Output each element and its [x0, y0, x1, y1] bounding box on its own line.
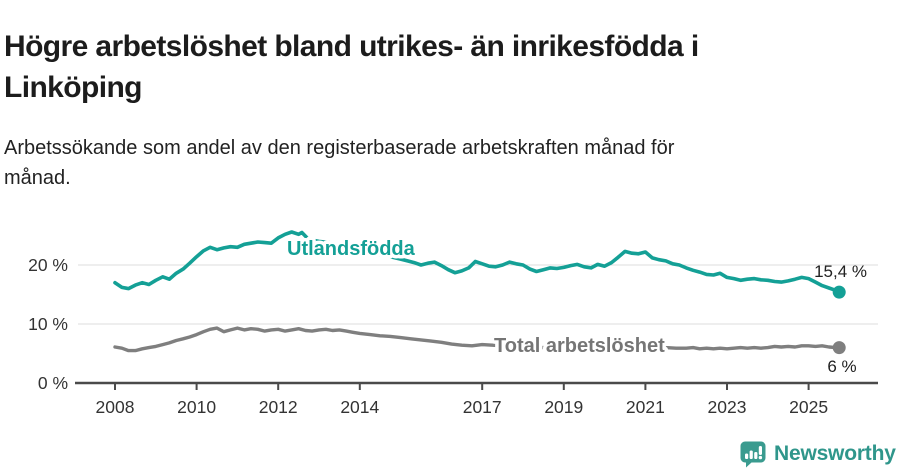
y-tick-label-20: 20 % [28, 255, 68, 275]
page-title-line2: Linköping [4, 71, 143, 105]
x-tick-label-2021: 2021 [626, 397, 665, 417]
chart-subtitle: Arbetssökande som andel av den registerb… [4, 133, 874, 193]
end-value-label-total: 6 % [827, 357, 856, 376]
bar-tall [754, 452, 758, 459]
page-title-line1: Högre arbetslöshet bland utrikes- än inr… [4, 30, 699, 64]
page-title: Högre arbetslöshet bland utrikes- än inr… [4, 26, 890, 108]
bar-medium [749, 450, 753, 459]
end-dot-utlandsfodda [832, 285, 846, 299]
bar-chart-speech-bubble-icon [740, 441, 766, 468]
x-tick-label-2017: 2017 [463, 397, 502, 417]
brand-name: Newsworthy [774, 442, 896, 465]
y-tick-label-10: 10 % [28, 314, 68, 334]
speech-bubble-shape [740, 441, 766, 468]
x-tick-label-2019: 2019 [544, 397, 583, 417]
exclamation-bar [758, 446, 762, 455]
chart-subtitle-line1: Arbetssökande som andel av den registerb… [4, 137, 675, 159]
x-tick-label-2012: 2012 [259, 397, 298, 417]
x-tick-label-2023: 2023 [708, 397, 747, 417]
chart-subtitle-line2: månad. [4, 167, 71, 189]
y-tick-label-0: 0 % [38, 373, 68, 393]
newsworthy-logo: Newsworthy [739, 440, 896, 468]
x-tick-label-2025: 2025 [789, 397, 828, 417]
x-tick-label-2008: 2008 [96, 397, 135, 417]
end-value-label-utlandsfodda: 15,4 % [814, 262, 867, 281]
x-tick-label-2014: 2014 [340, 397, 379, 417]
series-line-utlandsfodda [113, 230, 842, 294]
series-label-utlandsfodda: Utlandsfödda [287, 238, 416, 260]
series-line-total [113, 326, 841, 353]
bar-small [745, 453, 749, 459]
exclamation-dot [758, 455, 763, 460]
end-dot-total [832, 341, 846, 355]
x-tick-label-2010: 2010 [177, 397, 216, 417]
series-label-total: Total arbetslöshet [494, 335, 665, 357]
